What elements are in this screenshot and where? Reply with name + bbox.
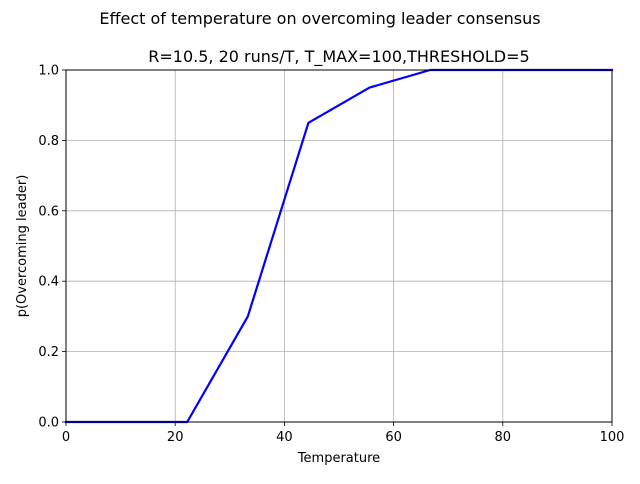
x-tick-label: 0 [62,430,70,445]
y-tick-label: 0.4 [38,275,59,290]
axes [65,69,613,423]
x-tick-label: 60 [385,430,402,445]
y-tick-label: 0.8 [38,134,59,149]
chart-title: R=10.5, 20 runs/T, T_MAX=100,THRESHOLD=5 [148,47,529,67]
x-axis-label: Temperature [297,451,380,466]
y-tick-label: 0.6 [38,204,59,219]
y-tick-label: 0.0 [38,416,59,431]
y-tick-label: 0.2 [38,345,59,360]
figure-suptitle: Effect of temperature on overcoming lead… [99,9,540,28]
x-tick-label: 80 [495,430,512,445]
y-tick-label: 1.0 [38,64,59,79]
x-tick-label: 40 [276,430,293,445]
tick-labels: 0 20 40 60 80 100 0.0 0.2 0.4 0.6 0.8 1.0 [38,64,624,446]
axes-frame [65,69,613,423]
x-tick-label: 100 [600,430,625,445]
tick-marks [62,69,613,426]
y-axis-label: p(Overcoming leader) [15,175,30,318]
x-tick-label: 20 [167,430,184,445]
